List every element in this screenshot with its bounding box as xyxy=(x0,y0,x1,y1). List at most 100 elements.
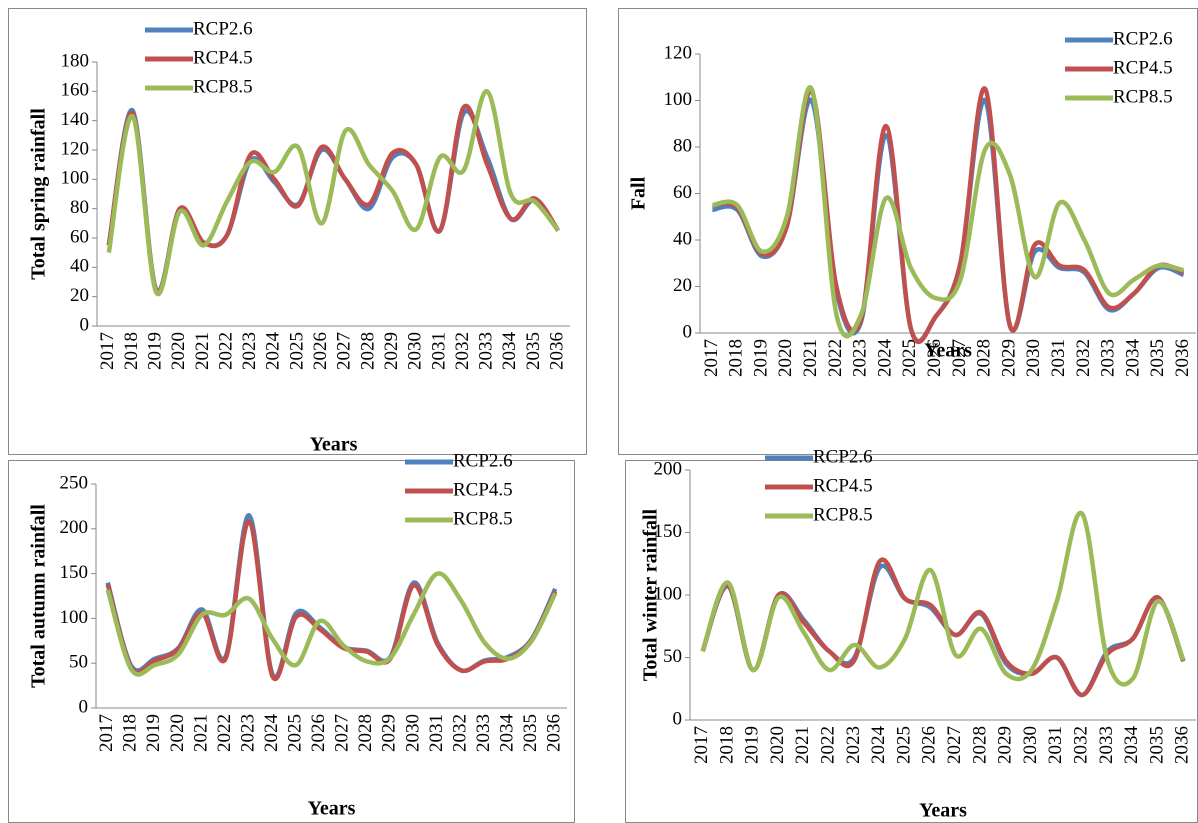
x-tick-label: 2021 xyxy=(792,726,813,764)
series-line xyxy=(106,103,561,295)
x-tick-label: 2028 xyxy=(355,714,376,752)
x-tick-label: 2020 xyxy=(775,339,796,377)
x-tick-label: 2023 xyxy=(850,339,871,377)
x-tick-label: 2017 xyxy=(97,332,118,370)
y-tick-label: 80 xyxy=(673,135,692,156)
x-tick-label: 2032 xyxy=(1073,339,1094,377)
y-tick-label: 250 xyxy=(60,472,89,493)
x-tick-label: 2029 xyxy=(381,332,402,370)
x-tick-label: 2035 xyxy=(1146,726,1167,764)
x-tick-label: 2020 xyxy=(167,714,188,752)
x-tick-label: 2024 xyxy=(868,726,889,765)
y-tick-label: 50 xyxy=(663,646,682,667)
x-tick-label: 2029 xyxy=(995,726,1016,764)
x-tick-label: 2035 xyxy=(523,332,544,370)
x-tick-label: 2020 xyxy=(168,332,189,370)
x-tick-label: 2029 xyxy=(998,339,1019,377)
y-tick-label: 200 xyxy=(60,517,89,538)
legend-label: RCP4.5 xyxy=(193,47,253,68)
series-line xyxy=(712,85,1185,339)
x-tick-label: 2021 xyxy=(192,332,213,370)
x-tick-label: 2034 xyxy=(499,332,520,371)
x-tick-label: 2023 xyxy=(239,332,260,370)
x-tick-label: 2023 xyxy=(237,714,258,752)
x-tick-label: 2022 xyxy=(818,726,839,764)
y-tick-label: 180 xyxy=(61,50,90,71)
legend-label: RCP8.5 xyxy=(453,508,513,529)
x-tick-label: 2025 xyxy=(893,726,914,764)
x-tick-label: 2032 xyxy=(449,714,470,752)
y-axis-title: Fall xyxy=(628,176,650,210)
x-tick-label: 2031 xyxy=(1045,726,1066,764)
legend-label: RCP8.5 xyxy=(1113,86,1173,107)
x-tick-label: 2017 xyxy=(691,726,712,764)
x-tick-label: 2019 xyxy=(750,339,771,377)
x-tick-label: 2027 xyxy=(332,714,353,752)
legend-label: RCP2.6 xyxy=(813,446,873,467)
y-tick-label: 0 xyxy=(673,708,683,729)
y-axis-title: Total spring rainfall xyxy=(28,108,50,280)
y-tick-label: 0 xyxy=(80,314,90,335)
legend-label: RCP4.5 xyxy=(1113,57,1173,78)
x-tick-label: 2025 xyxy=(899,339,920,377)
x-tick-label: 2026 xyxy=(924,339,945,377)
x-tick-label: 2026 xyxy=(308,714,329,752)
x-tick-label: 2027 xyxy=(334,332,355,370)
y-tick-label: 100 xyxy=(61,168,90,189)
y-tick-label: 100 xyxy=(654,583,683,604)
x-tick-label: 2027 xyxy=(949,339,970,377)
y-tick-label: 20 xyxy=(673,275,692,296)
x-tick-label: 2034 xyxy=(1122,339,1143,378)
x-tick-label: 2025 xyxy=(285,714,306,752)
x-tick-label: 2030 xyxy=(1020,726,1041,764)
y-tick-label: 100 xyxy=(60,607,89,628)
y-tick-label: 160 xyxy=(61,80,90,101)
x-tick-label: 2036 xyxy=(1172,339,1193,377)
y-tick-label: 60 xyxy=(673,182,692,203)
x-tick-label: 2030 xyxy=(1023,339,1044,377)
y-tick-label: 120 xyxy=(664,42,693,63)
x-tick-label: 2017 xyxy=(96,714,117,752)
x-tick-label: 2019 xyxy=(144,332,165,370)
legend-label: RCP2.6 xyxy=(193,18,253,39)
x-tick-label: 2020 xyxy=(767,726,788,764)
x-tick-label: 2026 xyxy=(919,726,940,764)
x-tick-label: 2027 xyxy=(944,726,965,764)
y-tick-label: 100 xyxy=(664,89,693,110)
x-tick-label: 2026 xyxy=(310,332,331,370)
x-tick-label: 2024 xyxy=(263,332,284,371)
x-tick-label: 2021 xyxy=(190,714,211,752)
x-tick-label: 2028 xyxy=(357,332,378,370)
x-tick-label: 2018 xyxy=(120,714,141,752)
x-tick-label: 2030 xyxy=(402,714,423,752)
x-axis-title: Years xyxy=(308,798,356,820)
x-tick-label: 2025 xyxy=(286,332,307,370)
y-tick-label: 150 xyxy=(60,562,89,583)
x-tick-label: 2031 xyxy=(428,332,449,370)
x-tick-label: 2028 xyxy=(969,726,990,764)
legend-label: RCP4.5 xyxy=(453,479,513,500)
y-tick-label: 140 xyxy=(61,109,90,130)
chart-border xyxy=(625,460,1198,823)
x-tick-label: 2033 xyxy=(1098,339,1119,377)
series-line xyxy=(106,89,560,297)
x-tick-label: 2021 xyxy=(800,339,821,377)
x-tick-label: 2033 xyxy=(476,332,497,370)
legend-label: RCP8.5 xyxy=(193,76,253,97)
series-line xyxy=(700,510,1186,687)
y-tick-label: 200 xyxy=(654,458,683,479)
series-line xyxy=(105,571,558,677)
x-tick-label: 2032 xyxy=(452,332,473,370)
x-tick-label: 2036 xyxy=(1172,726,1193,764)
y-tick-label: 80 xyxy=(70,197,89,218)
y-tick-label: 0 xyxy=(79,696,89,717)
x-tick-label: 2018 xyxy=(716,726,737,764)
y-tick-label: 0 xyxy=(683,321,693,342)
x-tick-label: 2030 xyxy=(405,332,426,370)
series-line xyxy=(105,519,558,682)
legend-label: RCP2.6 xyxy=(453,450,513,471)
y-tick-label: 20 xyxy=(70,285,89,306)
series-line xyxy=(712,86,1185,345)
x-tick-label: 2036 xyxy=(547,332,568,370)
